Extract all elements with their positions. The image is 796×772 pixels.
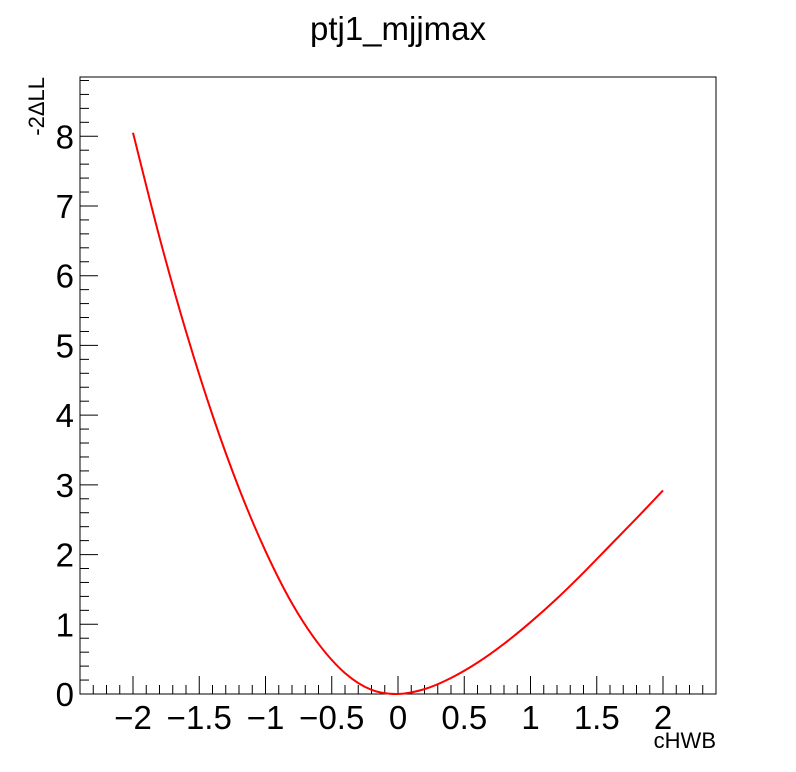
y-tick-label: 7	[56, 188, 74, 225]
y-tick-label: 2	[56, 537, 74, 574]
y-tick-label: 4	[56, 397, 74, 434]
chart-title: ptj1_mjjmax	[310, 10, 487, 47]
x-tick-label: 0	[389, 699, 407, 736]
x-tick-label: −2	[114, 699, 152, 736]
x-tick-label: −1	[247, 699, 285, 736]
x-tick-label: 1.5	[574, 699, 620, 736]
x-axis-ticks	[79, 676, 717, 694]
series-line-0	[132, 132, 664, 696]
y-tick-label: 1	[56, 606, 74, 643]
series-layer	[132, 132, 664, 696]
x-tick-label: −0.5	[299, 699, 364, 736]
y-tick-label: 6	[56, 258, 74, 295]
y-tick-label: 3	[56, 467, 74, 504]
y-axis-ticks	[80, 79, 98, 695]
x-axis-label: cHWB	[654, 728, 716, 753]
y-tick-label: 8	[56, 118, 74, 155]
y-axis-label: -2ΔLL	[24, 77, 49, 136]
y-axis-tick-labels: 0 1 2 3 4 5 6 7 8	[56, 118, 74, 713]
x-tick-label: 2	[654, 699, 672, 736]
y-tick-label: 5	[56, 327, 74, 364]
x-tick-label: 0.5	[441, 699, 487, 736]
y-tick-label: 0	[56, 676, 74, 713]
x-tick-label: 1	[521, 699, 539, 736]
x-tick-label: −1.5	[167, 699, 232, 736]
x-axis-tick-labels: −2 −1.5 −1 −0.5 0 0.5 1 1.5 2	[114, 699, 672, 736]
